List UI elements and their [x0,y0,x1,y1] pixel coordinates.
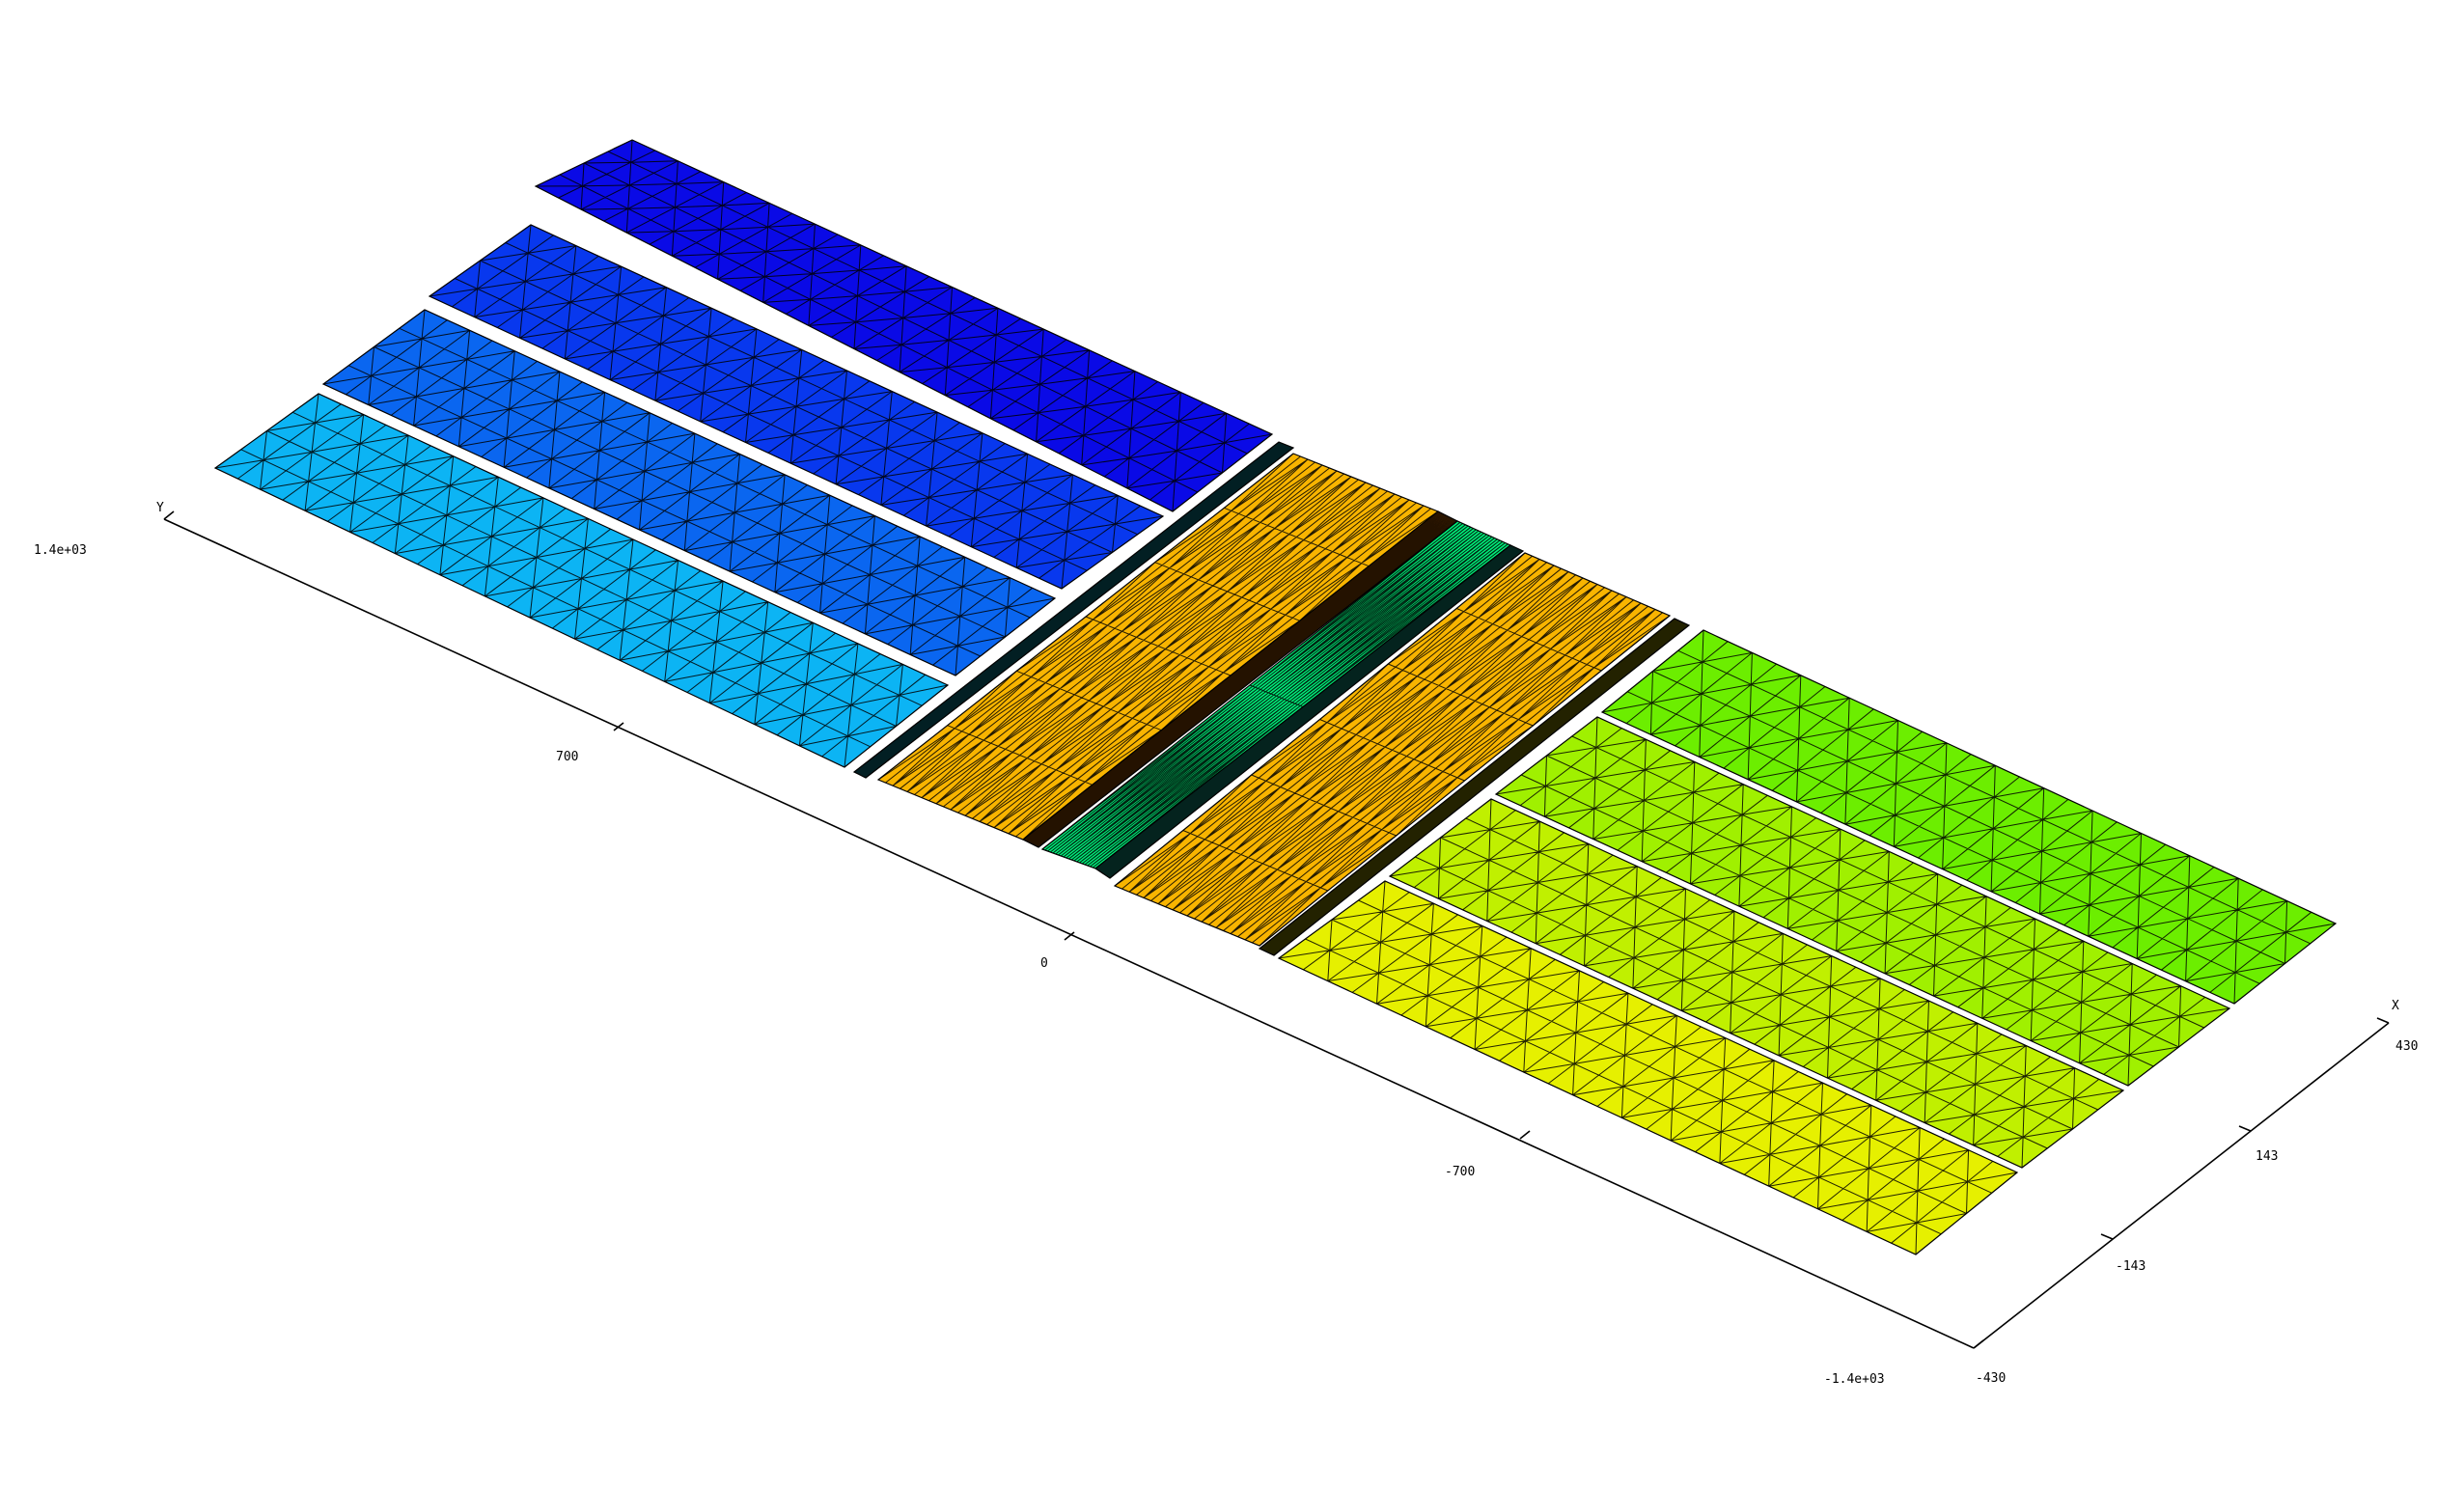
panel-1-mesh [535,139,1273,512]
y-tick-label: 700 [556,750,578,764]
panel-3-mesh [322,309,1056,676]
panel-4-mesh [214,393,949,768]
x-tick-mark [2100,1233,2114,1240]
strip-yellow-1 [1258,618,1691,956]
panel-2 [428,224,1165,590]
panel-1 [534,139,1274,512]
y-tick-label: 0 [1040,956,1048,971]
x-tick-label: 430 [2395,1039,2418,1054]
panel-orange-1-mesh [877,453,1439,841]
x-tick-mark [2376,1017,2390,1024]
y-tick-mark [1973,1339,1984,1349]
strip-cyan-2-mesh [1094,544,1523,879]
panel-yellow [1277,880,2019,1255]
y-tick-mark [1519,1130,1531,1140]
strip-green-1-mesh [1041,520,1511,869]
strip-cyan-1 [852,441,1295,779]
y-tick-label: 1.4e+03 [34,543,87,558]
y-tick-label: -1.4e+03 [1824,1372,1885,1387]
panel-4 [213,393,950,768]
strip-yellow-1-mesh [1259,619,1689,956]
panel-yellow-mesh [1278,880,2018,1255]
y-axis-name: Y [156,501,164,515]
strip-cyan-1-mesh [853,441,1293,779]
y-tick-mark [613,722,624,731]
panel-orange-2 [1113,552,1672,947]
x-tick-label: 143 [2256,1149,2278,1164]
x-tick-label: -430 [1976,1371,2006,1386]
y-axis-end-cap [163,510,175,520]
panel-orange-2-mesh [1114,552,1671,947]
x-axis-name: X [2392,999,2399,1013]
panel-3 [321,309,1057,676]
panel-lime-1-mesh [1389,798,2124,1169]
x-axis-line [1973,1022,2390,1349]
panel-lime-2-mesh [1495,716,2230,1087]
plot-axes: Y X 1.4e+03 700 0 -700 -1.4e+03 430 143 … [34,501,2418,1387]
strip-orange-dark-mesh [1022,511,1457,848]
y-tick-mark [1064,931,1075,941]
mesh-panels [213,139,2338,1255]
panel-green-mesh [1601,629,2337,1005]
panel-lime-2 [1494,716,2231,1087]
panel-green [1600,629,2338,1005]
panel-lime-1 [1388,798,2125,1169]
y-axis-line [163,518,1975,1349]
strip-cyan-2 [1094,544,1525,879]
panel-2-mesh [429,224,1164,590]
y-tick-label: -700 [1445,1165,1475,1179]
x-tick-label: -143 [2116,1259,2146,1274]
x-tick-mark [2238,1125,2252,1132]
